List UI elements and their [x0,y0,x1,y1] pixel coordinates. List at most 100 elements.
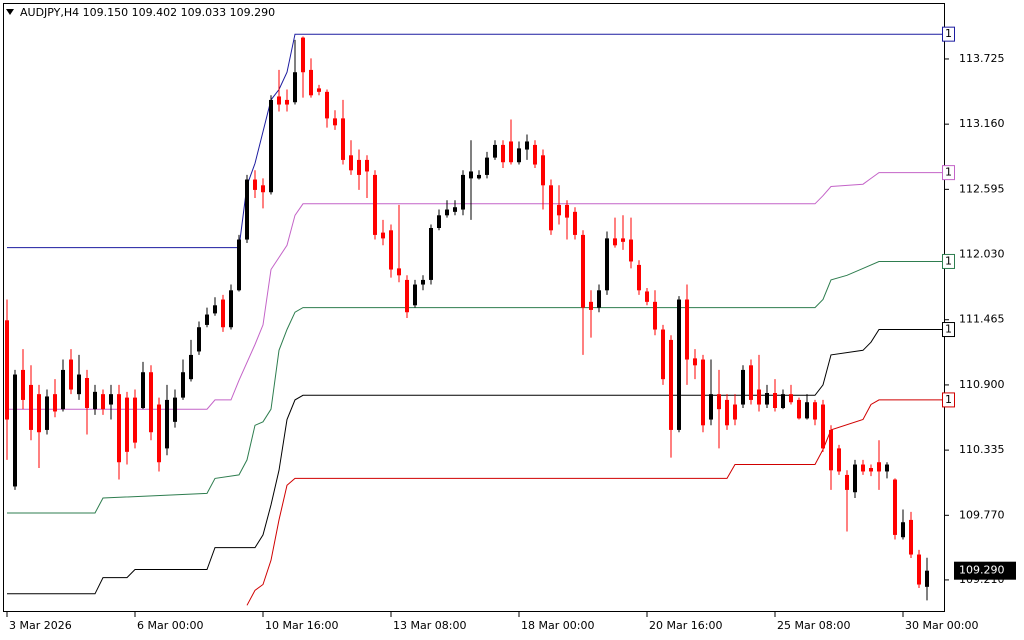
candle-body [533,144,537,165]
candle-body [869,468,873,472]
candle-body [189,354,193,380]
candle-body [637,264,641,291]
candle-body [893,479,897,535]
candle-body [693,358,697,366]
candle-body [813,402,817,420]
candle-body [397,268,401,276]
price-tag [942,26,955,42]
candle-body [221,299,225,328]
symbol-menu-arrow[interactable] [6,9,14,15]
candle-body [229,290,233,328]
candle-body [141,372,145,408]
candle-body [109,394,113,405]
candle-body [773,393,777,408]
candle-body [517,148,521,163]
candle-body [157,404,161,463]
candle-body [789,394,793,403]
candle-body [685,299,689,360]
candle-body [581,234,585,308]
x-tick-label: 10 Mar 16:00 [265,619,338,632]
candle-body [117,394,121,463]
candle-body [845,474,849,490]
candle-body [917,554,921,585]
candle-body [133,397,137,443]
candle-body [701,359,705,426]
candle-body [253,179,257,190]
candle-body [741,369,745,405]
candle-body [405,279,409,313]
x-tick-label: 25 Mar 08:00 [777,619,850,632]
candle-body [765,393,769,405]
candle-body [61,369,65,410]
candle-body [461,174,465,210]
candle-body [805,402,809,419]
candle-body [85,378,89,408]
candle-body [749,365,753,400]
candle-body [77,374,81,395]
candle-body [357,159,361,175]
candle-body [285,99,289,105]
last-price-box [954,561,1016,580]
x-tick-label: 3 Mar 2026 [9,619,72,632]
candle-body [661,329,665,380]
candle-body [37,394,41,433]
candle-body [365,159,369,172]
chart-title: AUDJPY,H4 109.150 109.402 109.033 109.29… [20,6,275,19]
candle-body [325,91,329,119]
price-tag [942,392,955,408]
candle-body [165,399,169,449]
candle-body [669,339,673,430]
candle-body [309,69,313,96]
price-tag-label: 1 [945,254,952,267]
candle-body [341,118,345,160]
indicator-line [7,329,943,595]
candle-body [605,238,609,291]
candle-body [5,320,9,420]
candle-body [821,404,825,449]
candle-body [333,118,337,126]
candle-body [261,185,265,193]
candle-body [205,314,209,325]
candle-body [757,389,761,405]
candle-body [125,397,129,452]
candle-body [173,397,177,422]
candle-body [837,448,841,472]
candle-body [797,399,801,419]
indicator-line [246,399,943,606]
candle-body [101,394,105,410]
candle-body [381,232,385,239]
x-tick-label: 20 Mar 16:00 [649,619,722,632]
candle-body [629,239,633,262]
y-tick-label: 110.900 [959,378,1005,391]
price-tag-label: 1 [945,27,952,40]
y-tick-label: 112.030 [959,248,1005,261]
candle-body [725,399,729,426]
candle-body [53,394,57,412]
price-tag [942,253,955,269]
candle-body [509,141,513,163]
candle-body [301,37,305,73]
candle-body [149,372,153,433]
y-tick-label: 110.335 [959,443,1005,456]
candle-body [445,209,449,216]
y-tick-label: 109.770 [959,508,1005,521]
candle-body [437,215,441,228]
last-price-label: 109.290 [959,564,1005,577]
price-tag-label: 1 [945,393,952,406]
candle-body [925,570,929,587]
candle-body [501,144,505,163]
candle-body [413,284,417,306]
candle-body [565,204,569,218]
y-tick-label: 112.595 [959,182,1005,195]
candle-body [653,301,657,330]
candle-body [469,171,473,179]
candle-body [349,155,353,171]
candle-body [645,291,649,302]
candle-body [213,305,217,314]
price-tag-label: 1 [945,323,952,336]
candle-body [853,464,857,493]
x-tick-label: 6 Mar 00:00 [137,619,203,632]
